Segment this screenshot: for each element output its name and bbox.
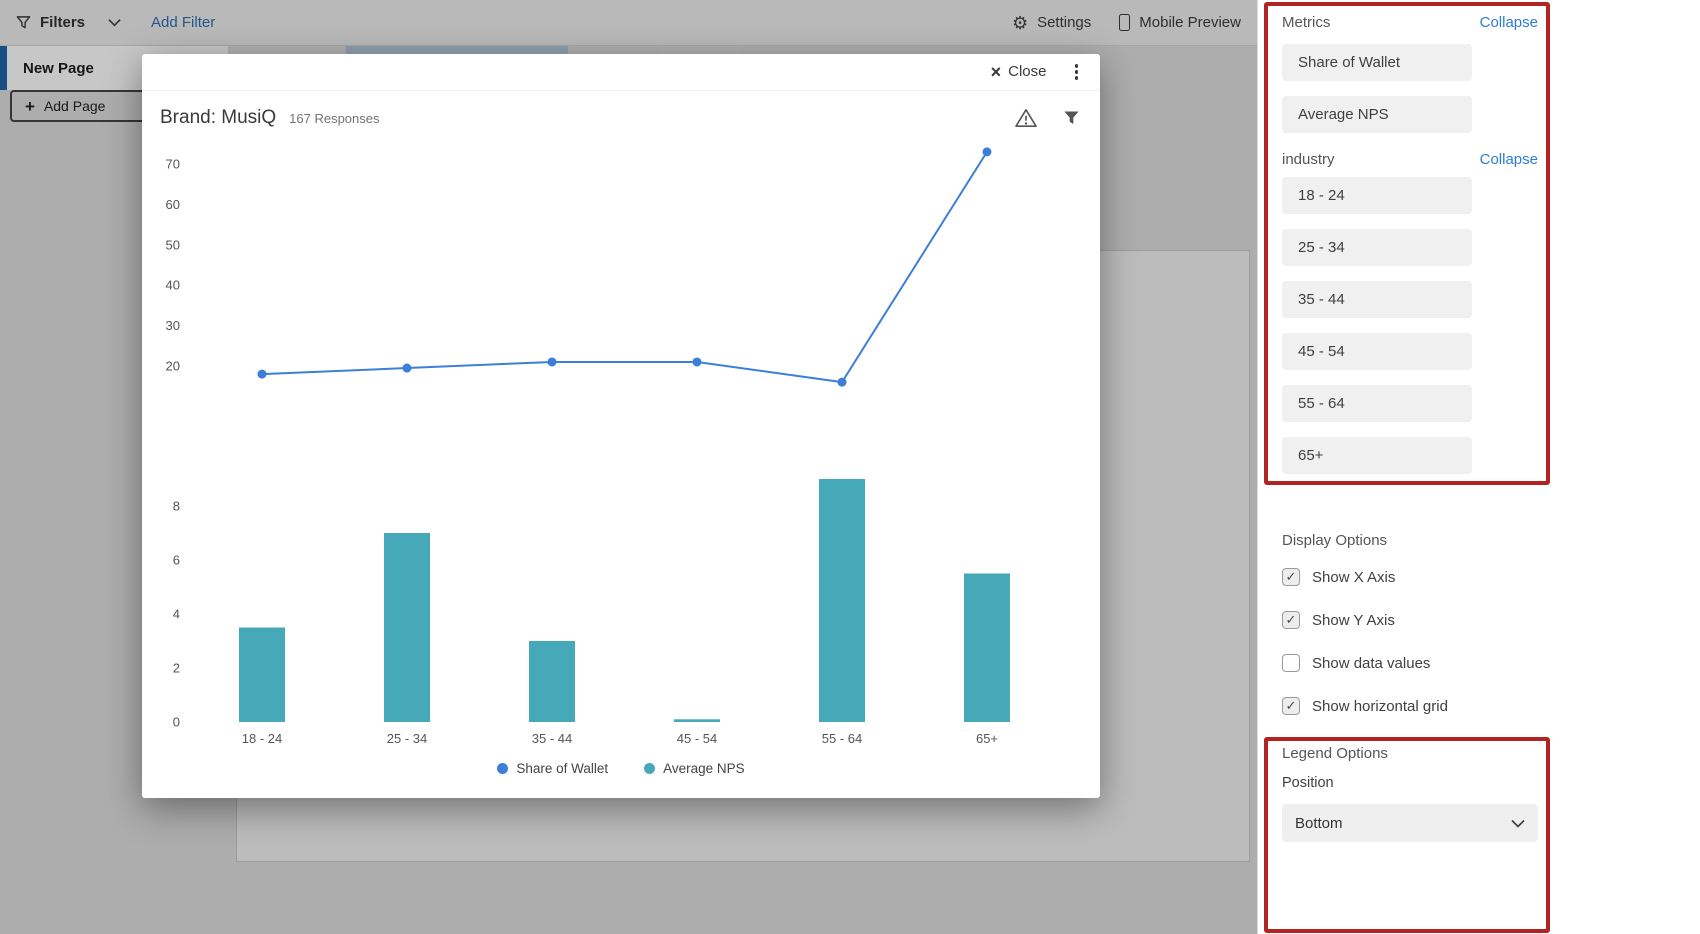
chevron-down-icon [108, 18, 121, 27]
svg-text:55 - 64: 55 - 64 [822, 731, 862, 746]
widget-modal: × Close Brand: MusiQ 167 Responses 20 30 4… [142, 54, 1100, 798]
checkbox-label: Show data values [1312, 654, 1431, 672]
svg-text:50: 50 [166, 237, 180, 252]
industry-item-35-44[interactable]: 35 - 44 [1282, 281, 1472, 318]
close-button[interactable]: × Close [990, 61, 1047, 82]
mobile-preview-button[interactable]: Mobile Preview [1119, 14, 1241, 31]
svg-text:70: 70 [166, 156, 180, 171]
legend-item-average-nps[interactable]: Average NPS [644, 761, 745, 776]
chevron-down-icon [1511, 819, 1525, 828]
legend-label: Average NPS [663, 760, 745, 776]
checkbox-row-show-y-axis[interactable]: Show Y Axis [1282, 609, 1700, 631]
industry-section-title: industry [1282, 150, 1335, 168]
legend-item-share-of-wallet[interactable]: Share of Wallet [497, 761, 608, 776]
metric-item-share-of-wallet[interactable]: Share of Wallet [1282, 44, 1472, 81]
mobile-phone-icon [1119, 14, 1131, 31]
legend-dot-line-series [497, 762, 509, 774]
industry-item-65-plus[interactable]: 65+ [1282, 437, 1472, 474]
filters-button[interactable]: Filters [16, 14, 121, 31]
checkbox[interactable] [1282, 654, 1300, 672]
metrics-section-title: Metrics [1282, 13, 1331, 31]
mobile-preview-label: Mobile Preview [1139, 14, 1241, 31]
chart-legend: Share of Wallet Average NPS [142, 761, 1100, 776]
svg-text:40: 40 [166, 277, 180, 292]
industry-item-45-54[interactable]: 45 - 54 [1282, 333, 1472, 370]
checkbox-label: Show X Axis [1312, 568, 1396, 586]
industry-item-55-64[interactable]: 55 - 64 [1282, 385, 1472, 422]
svg-text:60: 60 [166, 196, 180, 211]
settings-label: Settings [1037, 14, 1092, 31]
display-options-title: Display Options [1282, 532, 1388, 549]
industry-item-25-34[interactable]: 25 - 34 [1282, 229, 1472, 266]
svg-text:6: 6 [173, 552, 180, 567]
industry-section-header: industry Collapse [1282, 149, 1538, 169]
industry-collapse-link[interactable]: Collapse [1479, 150, 1538, 168]
position-label: Position [1282, 775, 1334, 791]
legend-dot-bar-series [644, 762, 656, 774]
svg-text:30: 30 [166, 318, 180, 333]
add-page-label: Add Page [43, 98, 106, 114]
svg-text:65+: 65+ [976, 731, 998, 746]
svg-text:2: 2 [173, 660, 180, 675]
settings-button[interactable]: ⚙ Settings [1012, 14, 1091, 32]
checkbox-label: Show Y Axis [1312, 611, 1395, 629]
plus-icon: + [25, 96, 35, 116]
checkbox-row-show-horizontal-grid[interactable]: Show horizontal grid [1282, 695, 1700, 717]
filter-icon[interactable] [1063, 110, 1080, 126]
gear-icon: ⚙ [1011, 12, 1029, 33]
top-toolbar: Filters Add Filter ⚙ Settings Mobile Pre… [0, 0, 1257, 46]
filter-funnel-icon [16, 15, 31, 30]
widget-title-row: Brand: MusiQ 167 Responses [142, 91, 1100, 129]
metrics-collapse-link[interactable]: Collapse [1479, 13, 1538, 31]
svg-text:45 - 54: 45 - 54 [677, 731, 717, 746]
svg-text:20: 20 [166, 358, 180, 373]
close-label: Close [1008, 63, 1047, 81]
svg-text:35 - 44: 35 - 44 [532, 731, 572, 746]
checkbox-label: Show horizontal grid [1312, 697, 1448, 715]
industry-item-18-24[interactable]: 18 - 24 [1282, 177, 1472, 214]
widget-title: Brand: MusiQ [160, 106, 277, 128]
combo-chart: 20 30 40 50 60 70 0 2 4 6 8 18 - 24 25 - 34 35 - 44 45… [166, 146, 1010, 746]
kebab-menu-button[interactable] [1069, 62, 1085, 82]
checkbox-row-show-data-values[interactable]: Show data values [1282, 652, 1700, 674]
close-icon: × [990, 61, 1002, 82]
legend-position-value: Bottom [1295, 814, 1343, 832]
svg-text:4: 4 [173, 606, 180, 621]
legend-position-select[interactable]: Bottom [1282, 804, 1538, 842]
checkbox-row-show-x-axis[interactable]: Show X Axis [1282, 566, 1700, 588]
checkbox[interactable] [1282, 697, 1300, 715]
metric-item-average-nps[interactable]: Average NPS [1282, 96, 1472, 133]
svg-text:25 - 34: 25 - 34 [387, 731, 427, 746]
warning-icon[interactable] [1015, 108, 1037, 128]
filters-label: Filters [40, 14, 86, 31]
modal-header: × Close [142, 54, 1100, 91]
checkbox[interactable] [1282, 568, 1300, 586]
checkbox[interactable] [1282, 611, 1300, 629]
metrics-section-header: Metrics Collapse [1282, 12, 1538, 32]
tab-new-page-label: New Page [23, 59, 94, 77]
svg-text:0: 0 [173, 714, 180, 729]
tab-active-accent [0, 46, 7, 90]
svg-text:8: 8 [173, 498, 180, 513]
add-filter-link[interactable]: Add Filter [151, 14, 216, 31]
settings-sidebar: Metrics Collapse Share of Wallet Average… [1257, 0, 1700, 934]
svg-text:18 - 24: 18 - 24 [242, 731, 282, 746]
legend-label: Share of Wallet [516, 760, 609, 776]
legend-options-title: Legend Options [1282, 745, 1388, 762]
response-count: 167 Responses [289, 110, 380, 126]
